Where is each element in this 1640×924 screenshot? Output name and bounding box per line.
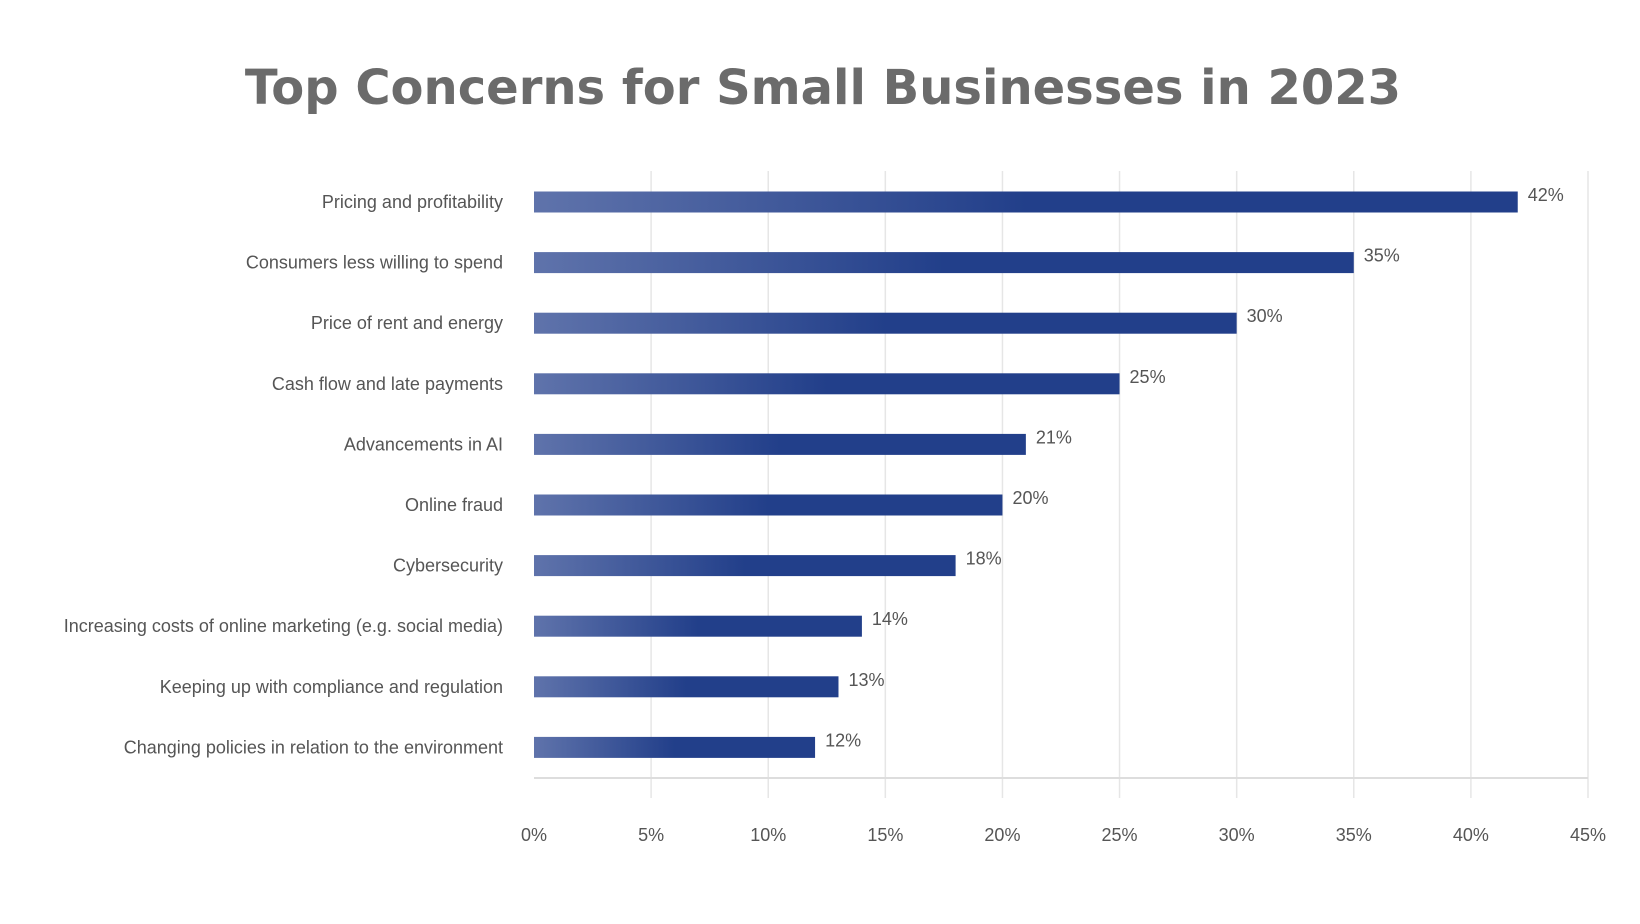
category-label: Changing policies in relation to the env… [124, 737, 503, 757]
bar [534, 736, 816, 758]
bar [534, 676, 839, 698]
x-tick-label: 5% [638, 825, 664, 845]
data-label: 25% [1130, 367, 1166, 387]
x-tick-label: 40% [1453, 825, 1489, 845]
category-label: Keeping up with compliance and regulatio… [160, 677, 503, 697]
bar [534, 555, 956, 577]
x-tick-label: 25% [1102, 825, 1138, 845]
category-label: Cash flow and late payments [272, 374, 503, 394]
bar [534, 312, 1237, 334]
bar [534, 191, 1518, 213]
data-label: 30% [1247, 306, 1283, 326]
bar [534, 252, 1354, 274]
data-label: 12% [825, 730, 861, 750]
x-tick-label: 20% [984, 825, 1020, 845]
chart-title: Top Concerns for Small Businesses in 202… [244, 60, 1402, 116]
category-label: Price of rent and energy [311, 313, 503, 333]
data-label: 42% [1528, 185, 1564, 205]
x-tick-label: 10% [750, 825, 786, 845]
bar [534, 433, 1026, 455]
bar [534, 373, 1120, 395]
x-tick-label: 15% [867, 825, 903, 845]
data-label: 21% [1036, 427, 1072, 447]
category-label: Increasing costs of online marketing (e.… [64, 616, 503, 636]
data-label: 18% [966, 549, 1002, 569]
data-label: 13% [848, 670, 884, 690]
bar [534, 494, 1003, 516]
x-tick-label: 35% [1336, 825, 1372, 845]
x-tick-label: 0% [521, 825, 547, 845]
category-label: Pricing and profitability [322, 192, 503, 212]
x-tick-label: 45% [1570, 825, 1606, 845]
category-label: Online fraud [405, 495, 503, 515]
bar [534, 615, 862, 637]
category-label: Consumers less willing to spend [246, 253, 503, 273]
data-label: 14% [872, 609, 908, 629]
category-label: Cybersecurity [393, 556, 503, 576]
data-label: 20% [1012, 488, 1048, 508]
data-label: 35% [1364, 246, 1400, 266]
x-tick-label: 30% [1219, 825, 1255, 845]
category-label: Advancements in AI [344, 434, 503, 454]
